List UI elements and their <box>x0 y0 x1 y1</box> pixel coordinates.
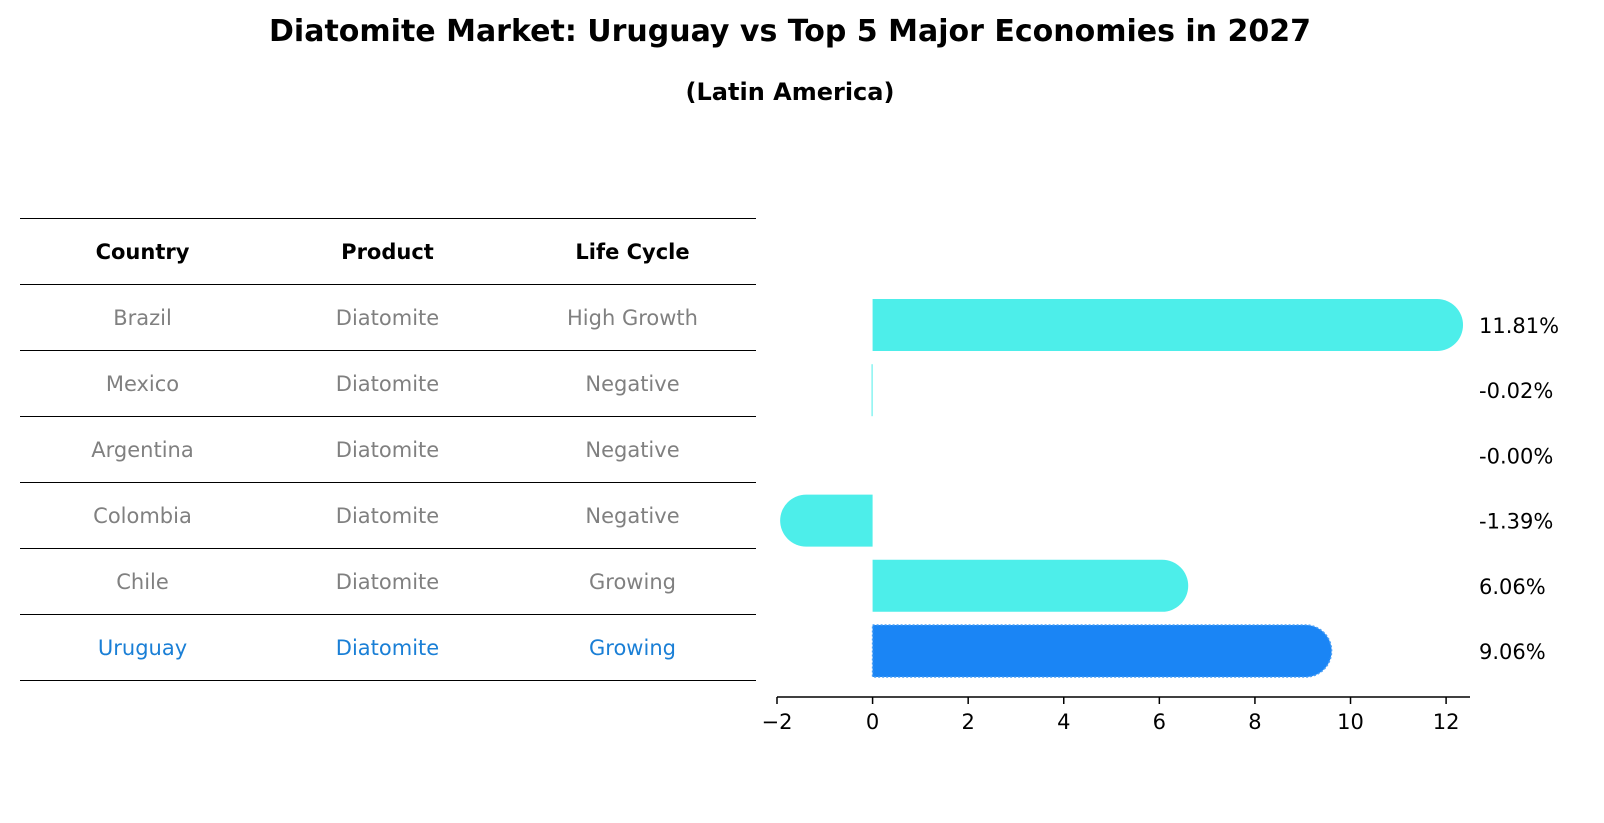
column-header-country: Country <box>95 239 190 264</box>
life-cycle-cell: Negative <box>585 503 680 528</box>
table-row: Colombia Diatomite Negative <box>20 483 756 549</box>
data-label-argentina: -0.00% <box>1479 444 1553 468</box>
life-cycle-cell: Negative <box>585 371 680 396</box>
data-label-chile: 6.06% <box>1479 575 1546 599</box>
column-header-product: Product <box>341 239 434 264</box>
data-label-brazil: 11.81% <box>1479 314 1559 338</box>
x-tick-label: 2 <box>961 710 974 734</box>
product-cell: Diatomite <box>335 569 440 594</box>
x-tick-label: −2 <box>762 710 793 734</box>
x-tick-label: 12 <box>1433 710 1460 734</box>
x-tick-label: 10 <box>1337 710 1364 734</box>
table-row: Argentina Diatomite Negative <box>20 417 756 483</box>
life-cycle-cell: High Growth <box>567 305 698 330</box>
table-row: Brazil Diatomite High Growth <box>20 285 756 351</box>
bar-colombia <box>780 494 873 547</box>
x-tick-label: 4 <box>1057 710 1070 734</box>
country-cell: Brazil <box>113 305 172 330</box>
country-cell: Uruguay <box>97 635 188 660</box>
life-cycle-cell: Negative <box>585 437 680 462</box>
bar-mexico <box>871 364 873 417</box>
table-row-highlighted: Uruguay Diatomite Growing <box>20 615 756 681</box>
data-label-mexico: -0.02% <box>1479 379 1553 403</box>
country-cell: Chile <box>116 569 169 594</box>
x-tick-label: 6 <box>1153 710 1166 734</box>
product-cell: Diatomite <box>335 503 440 528</box>
country-cell: Mexico <box>105 371 180 396</box>
country-cell: Colombia <box>93 503 192 528</box>
table-row: Mexico Diatomite Negative <box>20 351 756 417</box>
country-cell: Argentina <box>91 437 194 462</box>
data-label-uruguay: 9.06% <box>1479 640 1546 664</box>
product-cell: Diatomite <box>335 437 440 462</box>
life-cycle-cell: Growing <box>589 635 676 660</box>
product-cell: Diatomite <box>335 371 440 396</box>
bar-brazil <box>872 299 1464 351</box>
chart-title: Diatomite Market: Uruguay vs Top 5 Major… <box>269 14 1311 49</box>
bar-uruguay <box>871 624 1333 678</box>
life-cycle-table: Country Product Life Cycle Brazil Diatom… <box>20 218 756 681</box>
table-row: Chile Diatomite Growing <box>20 549 756 615</box>
data-label-colombia: -1.39% <box>1479 510 1553 534</box>
x-tick-label: 8 <box>1248 710 1261 734</box>
bar-chile <box>872 559 1189 612</box>
column-header-life-cycle: Life Cycle <box>575 239 690 264</box>
table-header-row: Country Product Life Cycle <box>20 218 756 285</box>
life-cycle-cell: Growing <box>589 569 676 594</box>
product-cell: Diatomite <box>335 305 440 330</box>
x-tick-label: 0 <box>866 710 879 734</box>
chart-subtitle: (Latin America) <box>685 78 895 106</box>
product-cell: Diatomite <box>335 635 440 660</box>
